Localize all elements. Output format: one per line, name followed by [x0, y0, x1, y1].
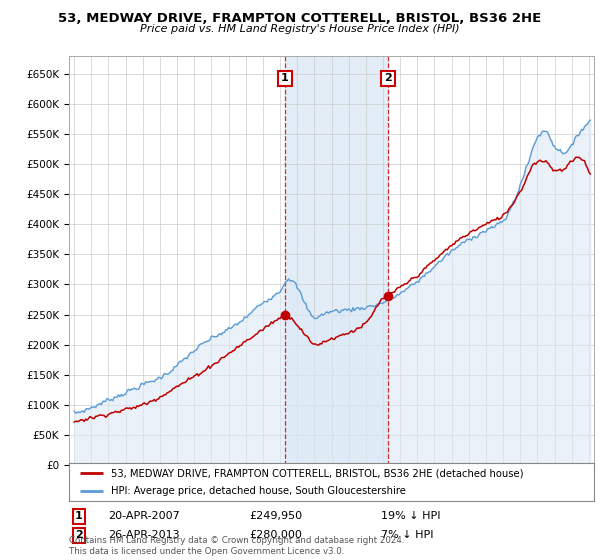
Text: 2: 2 [75, 530, 83, 540]
Text: 7% ↓ HPI: 7% ↓ HPI [381, 530, 433, 540]
Text: 1: 1 [281, 73, 289, 83]
Text: £249,950: £249,950 [249, 511, 302, 521]
Text: 2: 2 [384, 73, 392, 83]
Text: 53, MEDWAY DRIVE, FRAMPTON COTTERELL, BRISTOL, BS36 2HE: 53, MEDWAY DRIVE, FRAMPTON COTTERELL, BR… [58, 12, 542, 25]
Text: 53, MEDWAY DRIVE, FRAMPTON COTTERELL, BRISTOL, BS36 2HE (detached house): 53, MEDWAY DRIVE, FRAMPTON COTTERELL, BR… [111, 468, 523, 478]
Bar [285, 56, 388, 465]
Text: 1: 1 [75, 511, 83, 521]
Text: Contains HM Land Registry data © Crown copyright and database right 2024.
This d: Contains HM Land Registry data © Crown c… [69, 536, 404, 556]
Text: HPI: Average price, detached house, South Gloucestershire: HPI: Average price, detached house, Sout… [111, 486, 406, 496]
Text: 26-APR-2013: 26-APR-2013 [108, 530, 179, 540]
Text: 19% ↓ HPI: 19% ↓ HPI [381, 511, 440, 521]
Text: 20-APR-2007: 20-APR-2007 [108, 511, 180, 521]
Text: Price paid vs. HM Land Registry's House Price Index (HPI): Price paid vs. HM Land Registry's House … [140, 24, 460, 34]
Text: £280,000: £280,000 [249, 530, 302, 540]
